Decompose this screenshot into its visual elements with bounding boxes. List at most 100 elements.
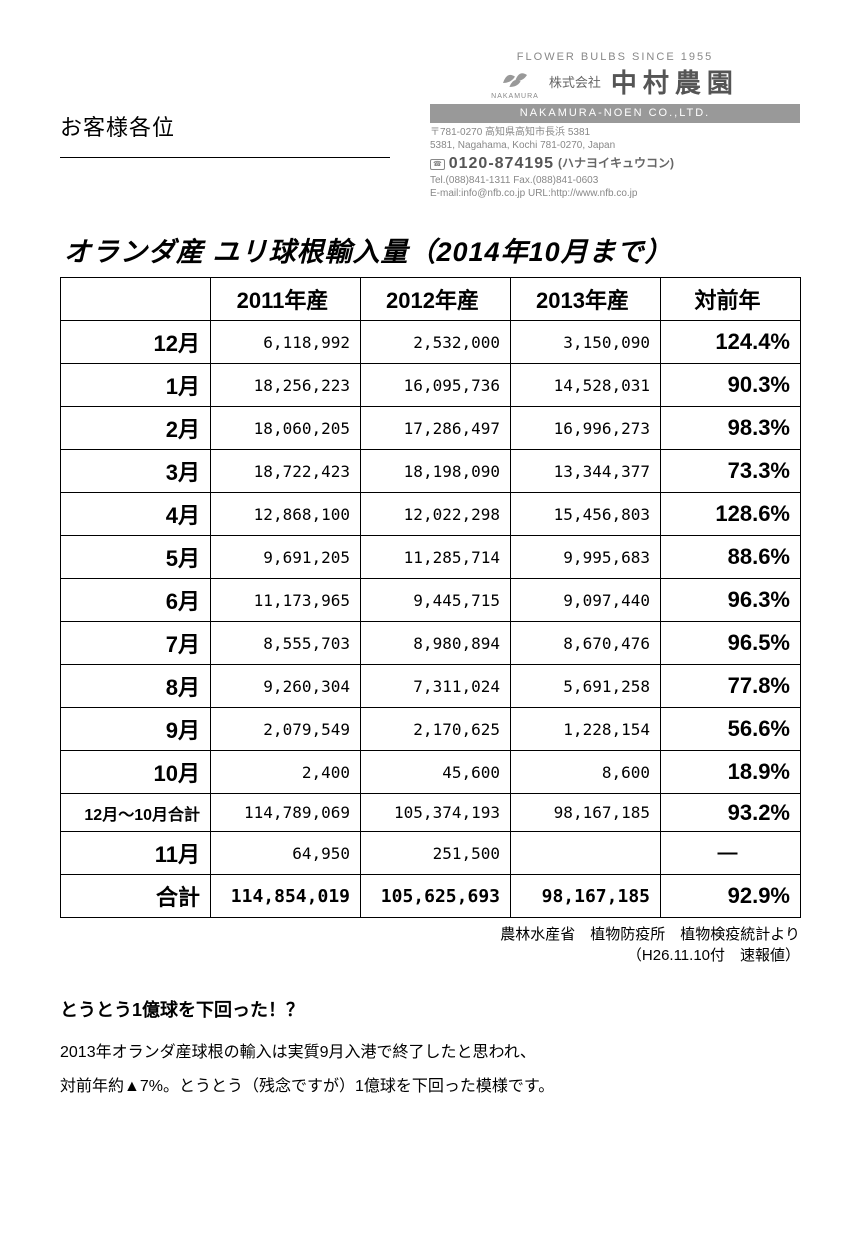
table-row: 2月18,060,20517,286,49716,996,27398.3% [61, 407, 801, 450]
freedial-icon: ☎ [430, 159, 445, 170]
total-row: 合計 114,854,019 105,625,693 98,167,185 92… [61, 875, 801, 918]
table-header-row: 2011年産 2012年産 2013年産 対前年 [61, 278, 801, 321]
table-row: 4月12,868,10012,022,29815,456,803128.6% [61, 493, 801, 536]
cell-2011: 18,722,423 [211, 450, 361, 493]
company-name-jp: 中村農園 [611, 67, 739, 101]
cell-2013: 15,456,803 [511, 493, 661, 536]
cell-2011: 18,060,205 [211, 407, 361, 450]
company-prefix: 株式会社 [549, 75, 601, 92]
cell-2013: 16,996,273 [511, 407, 661, 450]
cell-2012: 2,532,000 [361, 321, 511, 364]
cell-2011: 2,400 [211, 751, 361, 794]
commentary: とうとう1億球を下回った！？ 2013年オランダ産球根の輸入は実質9月入港で終了… [60, 996, 800, 1103]
cell-pct: 96.3% [661, 579, 801, 622]
cell-pct: 77.8% [661, 665, 801, 708]
subtotal-label: 12月～10月合計 [61, 794, 211, 832]
company-name-row: NAKAMURA 株式会社 中村農園 [430, 66, 800, 101]
cell-pct: 124.4% [661, 321, 801, 364]
commentary-p2: 対前年約▲7%。とうとう（残念ですが）1億球を下回った模様です。 [60, 1070, 800, 1104]
commentary-body: 2013年オランダ産球根の輸入は実質9月入港で終了したと思われ、 対前年約▲7%… [60, 1036, 800, 1103]
cell-2011: 2,079,549 [211, 708, 361, 751]
cell-2012: 45,600 [361, 751, 511, 794]
tel-fax: Tel.(088)841-1311 Fax.(088)841-0603 [430, 174, 800, 187]
cell-2012: 7,311,024 [361, 665, 511, 708]
table-row: 1月18,256,22316,095,73614,528,03190.3% [61, 364, 801, 407]
table-row: 3月18,722,42318,198,09013,344,37773.3% [61, 450, 801, 493]
cell-pct: 96.5% [661, 622, 801, 665]
subtotal-2013: 98,167,185 [511, 794, 661, 832]
cell-2012: 9,445,715 [361, 579, 511, 622]
source-line2: （H26.11.10付 速報値） [60, 945, 800, 966]
table-row: 9月2,079,5492,170,6251,228,15456.6% [61, 708, 801, 751]
row-label: 12月 [61, 321, 211, 364]
row-label: 7月 [61, 622, 211, 665]
cell-pct: 128.6% [661, 493, 801, 536]
row-label: 6月 [61, 579, 211, 622]
cell-pct: 88.6% [661, 536, 801, 579]
cell-2013: 3,150,090 [511, 321, 661, 364]
recipient-label: お客様各位 [60, 110, 390, 142]
logo-text: NAKAMURA [491, 92, 539, 101]
table-row: 10月2,40045,6008,60018.9% [61, 751, 801, 794]
table-row: 5月9,691,20511,285,7149,995,68388.6% [61, 536, 801, 579]
row-label: 4月 [61, 493, 211, 536]
cell-2013: 9,995,683 [511, 536, 661, 579]
row-label: 8月 [61, 665, 211, 708]
subtotal-pct: 93.2% [661, 794, 801, 832]
row-label: 1月 [61, 364, 211, 407]
cell-2013: 8,670,476 [511, 622, 661, 665]
company-address-en: 5381, Nagahama, Kochi 781-0270, Japan [430, 139, 800, 152]
cell-2012: 17,286,497 [361, 407, 511, 450]
cell-pct: 73.3% [661, 450, 801, 493]
col-header-yoy: 対前年 [661, 278, 801, 321]
cell-2013: 14,528,031 [511, 364, 661, 407]
freedial-row: ☎ 0120-874195 (ハナヨイキュウコン) [430, 154, 800, 175]
cell-pct: 56.6% [661, 708, 801, 751]
col-header-2013: 2013年産 [511, 278, 661, 321]
subtotal-row: 12月～10月合計 114,789,069 105,374,193 98,167… [61, 794, 801, 832]
cell-2011: 9,260,304 [211, 665, 361, 708]
total-2013: 98,167,185 [511, 875, 661, 918]
document-title: オランダ産 ユリ球根輸入量（2014年10月まで） [64, 230, 800, 269]
cell-pct: 98.3% [661, 407, 801, 450]
cell-2012: 11,285,714 [361, 536, 511, 579]
company-address-jp: 〒781-0270 高知県高知市長浜 5381 [430, 126, 800, 139]
table-row: 7月8,555,7038,980,8948,670,47696.5% [61, 622, 801, 665]
row-label: 10月 [61, 751, 211, 794]
source-line1: 農林水産省 植物防疫所 植物検疫統計より [60, 924, 800, 945]
table-row: 12月6,118,9922,532,0003,150,090124.4% [61, 321, 801, 364]
source-note: 農林水産省 植物防疫所 植物検疫統計より （H26.11.10付 速報値） [60, 924, 800, 966]
cell-2013: 13,344,377 [511, 450, 661, 493]
subtotal-2012: 105,374,193 [361, 794, 511, 832]
import-table: 2011年産 2012年産 2013年産 対前年 12月6,118,9922,5… [60, 277, 801, 918]
commentary-p1: 2013年オランダ産球根の輸入は実質9月入港で終了したと思われ、 [60, 1036, 800, 1070]
freedial-number: 0120-874195 [449, 154, 554, 175]
cell-2012: 12,022,298 [361, 493, 511, 536]
cell-2013: 5,691,258 [511, 665, 661, 708]
cell-pct: 90.3% [661, 364, 801, 407]
total-2012: 105,625,693 [361, 875, 511, 918]
col-header-2011: 2011年産 [211, 278, 361, 321]
cell-2012: 2,170,625 [361, 708, 511, 751]
company-tagline: FLOWER BULBS SINCE 1955 [430, 50, 800, 64]
company-name-en: NAKAMURA-NOEN CO.,LTD. [430, 104, 800, 122]
leaf-logo-icon [495, 66, 535, 92]
cell-2011: 11,173,965 [211, 579, 361, 622]
total-2011: 114,854,019 [211, 875, 361, 918]
cell-2011: 6,118,992 [211, 321, 361, 364]
company-block: FLOWER BULBS SINCE 1955 NAKAMURA 株式会社 中村… [430, 50, 800, 200]
cell-2012: 16,095,736 [361, 364, 511, 407]
freedial-label: (ハナヨイキュウコン) [558, 156, 674, 172]
subtotal-2011: 114,789,069 [211, 794, 361, 832]
cell-2011: 18,256,223 [211, 364, 361, 407]
logo: NAKAMURA [491, 66, 539, 101]
letterhead: お客様各位 FLOWER BULBS SINCE 1955 NAKAMURA 株… [60, 50, 800, 200]
nov-2011: 64,950 [211, 832, 361, 875]
row-label: 5月 [61, 536, 211, 579]
total-label: 合計 [61, 875, 211, 918]
row-label: 2月 [61, 407, 211, 450]
cell-2013: 9,097,440 [511, 579, 661, 622]
table-row: 8月9,260,3047,311,0245,691,25877.8% [61, 665, 801, 708]
cell-2011: 8,555,703 [211, 622, 361, 665]
total-pct: 92.9% [661, 875, 801, 918]
